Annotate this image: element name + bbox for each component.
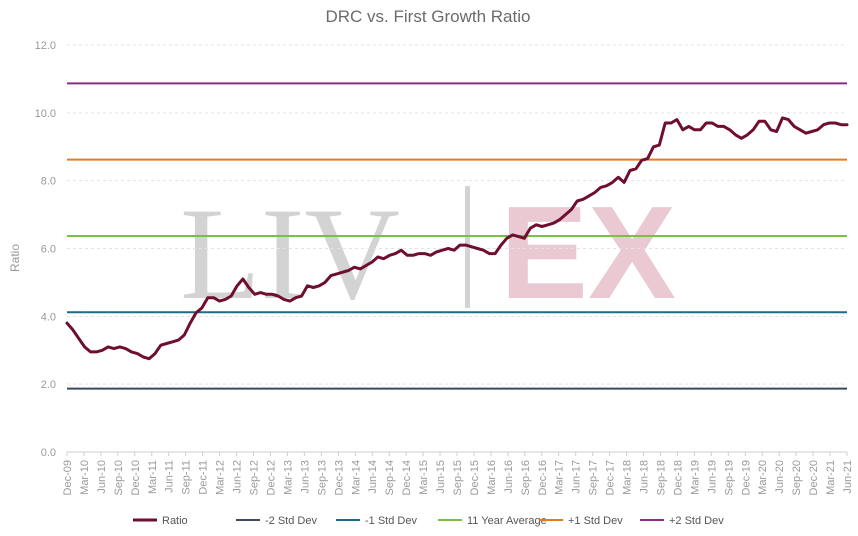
x-tick-label: Dec-17 <box>605 460 617 495</box>
legend-label: -1 Std Dev <box>365 515 417 527</box>
y-tick-label: 8.0 <box>41 176 56 188</box>
x-tick-label: Dec-16 <box>537 460 549 495</box>
x-tick-label: Mar-18 <box>622 460 634 495</box>
x-tick-label: Dec-18 <box>672 460 684 495</box>
x-tick-label: Jun-21 <box>842 460 854 494</box>
x-tick-label: Dec-12 <box>265 460 277 495</box>
x-tick-label: Mar-17 <box>554 460 566 495</box>
x-tick-label: Mar-11 <box>147 460 159 494</box>
y-tick-label: 0.0 <box>41 447 56 459</box>
x-tick-label: Dec-10 <box>130 460 142 495</box>
x-tick-label: Mar-15 <box>418 460 430 495</box>
x-tick-label: Jun-20 <box>774 460 786 494</box>
x-tick-label: Dec-15 <box>469 460 481 495</box>
x-tick-label: Mar-12 <box>215 460 227 495</box>
ratio-line <box>65 116 849 361</box>
x-tick-label: Jun-15 <box>435 460 447 494</box>
y-tick-label: 12.0 <box>35 40 56 52</box>
legend-label: -2 Std Dev <box>265 515 317 527</box>
x-tick-label: Jun-16 <box>503 460 515 494</box>
x-tick-label: Dec-09 <box>62 460 74 495</box>
livex-watermark: LIV EX <box>180 179 676 327</box>
x-tick-label: Jun-19 <box>706 460 718 494</box>
x-tick-label: Dec-13 <box>333 460 345 495</box>
x-tick-label: Jun-18 <box>639 460 651 494</box>
x-tick-label: Mar-14 <box>350 460 362 495</box>
x-tick-label: Dec-11 <box>198 460 210 495</box>
x-tick-label: Sep-17 <box>588 460 600 495</box>
x-tick-label: Sep-10 <box>113 460 125 495</box>
y-axis-label: Ratio <box>8 244 22 272</box>
x-tick-label: Mar-21 <box>825 460 837 495</box>
x-tick-label: Sep-12 <box>249 460 261 495</box>
watermark-ex-text: EX <box>500 179 676 326</box>
chart-title: DRC vs. First Growth Ratio <box>326 7 531 26</box>
x-tick-label: Jun-11 <box>164 460 176 493</box>
x-tick-label: Dec-20 <box>808 460 820 495</box>
x-tick-label: Jun-14 <box>367 460 379 494</box>
x-tick-label: Jun-13 <box>299 460 311 494</box>
ratio-series <box>65 116 849 361</box>
y-tick-label: 4.0 <box>41 311 56 323</box>
x-tick-label: Dec-14 <box>401 460 413 495</box>
x-tick-label: Mar-13 <box>282 460 294 495</box>
x-tick-label: Jun-17 <box>571 460 583 494</box>
watermark-liv-text: LIV <box>180 180 400 327</box>
y-tick-label: 2.0 <box>41 379 56 391</box>
x-tick-label: Mar-20 <box>757 460 769 495</box>
x-tick-label: Sep-14 <box>384 460 396 495</box>
gridlines <box>67 44 847 453</box>
x-tick-label: Sep-20 <box>791 460 803 495</box>
legend-label: +1 Std Dev <box>568 515 623 527</box>
legend-label: 11 Year Average <box>467 515 547 527</box>
x-tick-label: Sep-13 <box>316 460 328 495</box>
x-tick-label: Jun-12 <box>232 460 244 494</box>
x-tick-label: Mar-16 <box>486 460 498 495</box>
x-axis-ticks: Dec-09 Mar-10 Jun-10 Sep-10 Dec-10 Mar-11 Jun-… <box>62 452 854 495</box>
x-tick-label: Sep-19 <box>723 460 735 495</box>
legend-label: +2 Std Dev <box>669 515 724 527</box>
x-tick-label: Sep-16 <box>520 460 532 495</box>
x-tick-label: Jun-10 <box>96 460 108 494</box>
y-tick-label: 6.0 <box>41 244 56 256</box>
legend: Ratio -2 Std Dev -1 Std Dev 11 Year Average… <box>133 515 724 527</box>
x-tick-label: Sep-15 <box>452 460 464 495</box>
legend-label: Ratio <box>162 515 188 527</box>
x-tick-label: Mar-19 <box>689 460 701 495</box>
x-tick-label: Sep-18 <box>655 460 667 495</box>
y-axis-ticks: 0.0 2.0 4.0 6.0 8.0 10.0 12.0 <box>35 40 56 459</box>
x-tick-label: Mar-10 <box>79 460 91 495</box>
x-tick-label: Dec-19 <box>740 460 752 495</box>
x-tick-label: Sep-11 <box>181 460 193 495</box>
y-tick-label: 10.0 <box>35 108 56 120</box>
